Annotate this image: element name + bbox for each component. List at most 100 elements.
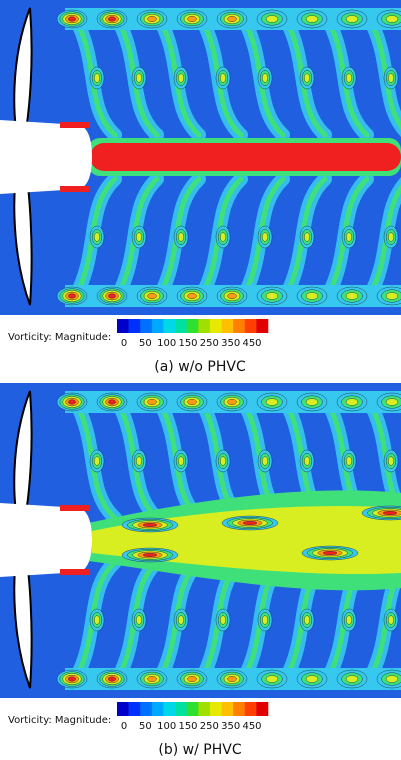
colorbar-swatch <box>256 702 269 716</box>
vortex-contour <box>142 523 158 527</box>
hub-edge <box>60 186 90 192</box>
vortex-contour <box>187 293 197 299</box>
propeller-hub <box>0 503 92 577</box>
vortex-contour <box>220 456 226 466</box>
vortex-contour <box>108 293 116 299</box>
caption: (a) w/o PHVC <box>154 359 246 375</box>
vortex-contour <box>136 73 142 83</box>
vortex-contour <box>305 675 319 683</box>
vortex-contour <box>304 232 310 242</box>
vortex-contour <box>346 615 352 625</box>
vortex-contour <box>265 398 279 406</box>
colorbar-tick-label: 50 <box>139 338 152 349</box>
colorbar-tick-label: 150 <box>178 338 197 349</box>
colorbar-swatch <box>186 319 199 333</box>
vortex-contour <box>388 73 394 83</box>
colorbar-tick-label: 250 <box>200 721 219 732</box>
vortex-contour <box>262 232 268 242</box>
colorbar-tick-label: 50 <box>139 721 152 732</box>
colorbar-swatch <box>244 702 257 716</box>
colorbar-swatch <box>140 702 153 716</box>
colorbar-swatch <box>221 702 234 716</box>
colorbar-tick-label: 350 <box>221 721 240 732</box>
colorbar-swatch <box>140 319 153 333</box>
hub-edge <box>60 122 90 128</box>
colorbar-swatch <box>151 702 164 716</box>
vortex-contour <box>305 292 319 300</box>
vortex-contour <box>322 551 338 555</box>
vortex-contour <box>108 399 116 405</box>
colorbar-swatch <box>128 319 141 333</box>
vortex-contour <box>178 73 184 83</box>
vortex-contour <box>220 232 226 242</box>
colorbar-tick-label: 150 <box>178 721 197 732</box>
colorbar-label: Vorticity: Magnitude: <box>8 715 111 726</box>
colorbar-swatch <box>256 319 269 333</box>
colorbar-swatch <box>233 319 246 333</box>
vortex-contour <box>136 615 142 625</box>
vortex-contour <box>147 676 157 682</box>
colorbar-tick-label: 0 <box>121 338 127 349</box>
colorbar-swatch <box>209 702 222 716</box>
vortex-contour <box>345 292 359 300</box>
hub-edge <box>60 569 90 575</box>
vortex-contour <box>147 293 157 299</box>
vortex-contour <box>142 553 158 557</box>
colorbar-tick-label: 0 <box>121 721 127 732</box>
colorbar-swatch <box>244 319 257 333</box>
vortex-contour <box>187 16 197 22</box>
colorbar-swatch <box>233 702 246 716</box>
colorbar-swatch <box>163 702 176 716</box>
vortex-contour <box>220 73 226 83</box>
colorbar-label: Vorticity: Magnitude: <box>8 332 111 343</box>
jet-core <box>90 143 401 171</box>
vortex-contour <box>345 398 359 406</box>
vortex-contour <box>108 16 116 22</box>
vortex-contour <box>178 456 184 466</box>
colorbar-swatch <box>151 319 164 333</box>
vortex-contour <box>68 399 76 405</box>
colorbar-swatch <box>221 319 234 333</box>
vortex-contour <box>265 15 279 23</box>
vortex-contour <box>385 15 399 23</box>
vortex-contour <box>345 675 359 683</box>
vortex-contour <box>346 456 352 466</box>
colorbar-swatch <box>198 702 211 716</box>
vortex-contour <box>304 615 310 625</box>
vortex-contour <box>305 15 319 23</box>
colorbar-tick-label: 250 <box>200 338 219 349</box>
colorbar-tick-label: 350 <box>221 338 240 349</box>
vortex-contour <box>385 675 399 683</box>
colorbar-tick-label: 450 <box>242 721 261 732</box>
vortex-contour <box>227 16 237 22</box>
vortex-contour <box>385 292 399 300</box>
vortex-contour <box>94 615 100 625</box>
colorbar-swatch <box>209 319 222 333</box>
vortex-contour <box>178 232 184 242</box>
vortex-contour <box>346 232 352 242</box>
vortex-contour <box>68 16 76 22</box>
colorbar-swatch <box>163 319 176 333</box>
vortex-contour <box>346 73 352 83</box>
colorbar-tick-label: 100 <box>157 721 176 732</box>
vortex-contour <box>242 521 258 525</box>
vortex-contour <box>304 73 310 83</box>
vortex-contour <box>227 676 237 682</box>
vortex-contour <box>262 456 268 466</box>
vortex-contour <box>382 511 398 515</box>
vortex-contour <box>187 399 197 405</box>
colorbar-tick-label: 450 <box>242 338 261 349</box>
vortex-contour <box>108 676 116 682</box>
vortex-contour <box>136 232 142 242</box>
colorbar-tick-label: 100 <box>157 338 176 349</box>
panel-a: Vorticity: Magnitude: 0 50 100 150 250 350 450 (… <box>0 0 401 375</box>
vortex-contour <box>262 615 268 625</box>
vortex-contour <box>265 675 279 683</box>
vortex-contour <box>147 399 157 405</box>
vortex-contour <box>136 456 142 466</box>
colorbar-swatch <box>175 702 187 716</box>
vortex-contour <box>262 73 268 83</box>
vortex-contour <box>388 456 394 466</box>
vortex-contour <box>305 398 319 406</box>
vortex-contour <box>178 615 184 625</box>
